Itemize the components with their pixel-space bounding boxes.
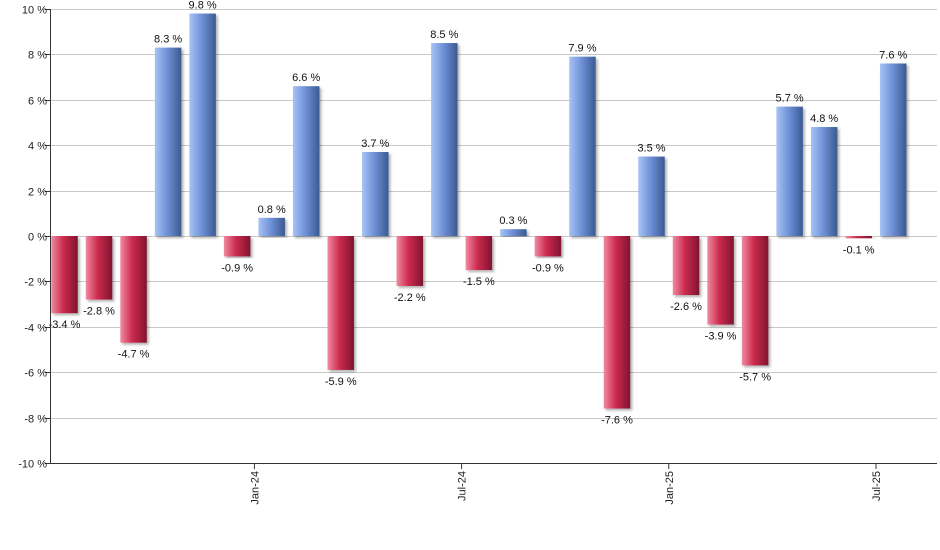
bar-data-label: -2.6 % bbox=[670, 301, 702, 313]
y-tick-label: 10 % bbox=[22, 5, 47, 17]
bar-data-label: -5.7 % bbox=[739, 371, 771, 383]
bar-positive bbox=[258, 217, 285, 236]
y-tick-label: 4 % bbox=[28, 141, 47, 153]
bar-negative bbox=[51, 236, 78, 314]
bar-positive bbox=[810, 127, 838, 236]
bar-negative bbox=[603, 236, 631, 409]
bar-negative bbox=[465, 236, 493, 271]
bars bbox=[51, 13, 907, 409]
bar-positive bbox=[154, 47, 182, 237]
y-tick-label: 8 % bbox=[28, 50, 47, 62]
bar-data-label: -3.4 % bbox=[49, 319, 81, 331]
bar-data-label: -4.7 % bbox=[118, 349, 150, 361]
y-tick-label: -8 % bbox=[24, 414, 47, 426]
bar-data-label: -5.9 % bbox=[325, 376, 357, 388]
bar-data-label: -2.8 % bbox=[83, 306, 115, 318]
bar-negative bbox=[120, 236, 147, 343]
bar-negative bbox=[396, 236, 424, 286]
bar-data-label: -3.9 % bbox=[705, 331, 737, 343]
bar-data-label: 8.3 % bbox=[154, 34, 182, 46]
bar-data-label: -0.9 % bbox=[221, 262, 253, 274]
bar-data-label: 3.7 % bbox=[361, 138, 389, 150]
y-axis-ticks: 10 % 8 % 6 % 4 % 2 % 0 % -2 % -4 % -6 % -8 % -10 % bbox=[18, 5, 50, 471]
x-tick-label: Jul-25 bbox=[871, 471, 883, 501]
x-tick-label: Jan-24 bbox=[249, 471, 261, 505]
bar-data-label: -2.2 % bbox=[394, 292, 426, 304]
bar-negative bbox=[223, 236, 251, 257]
bar-data-label: 7.6 % bbox=[879, 49, 907, 61]
bar-data-label: 0.3 % bbox=[499, 215, 527, 227]
bar-positive bbox=[879, 63, 907, 237]
bar-data-label: 5.7 % bbox=[776, 93, 804, 105]
bar-positive bbox=[500, 229, 527, 236]
gridlines bbox=[50, 9, 937, 464]
y-tick-label: -4 % bbox=[24, 323, 47, 335]
y-tick-label: -6 % bbox=[24, 368, 47, 380]
bar-negative bbox=[85, 236, 113, 300]
bar-data-label: 7.9 % bbox=[568, 43, 596, 55]
bar-negative bbox=[707, 236, 734, 325]
y-tick-label: -2 % bbox=[24, 277, 47, 289]
data-labels: -3.4 %-2.8 % -4.7 % 8.3 % 9.8 % -0.9 % 0.8 % 6… bbox=[49, 0, 908, 427]
bar-positive bbox=[292, 86, 320, 237]
bar-positive bbox=[638, 156, 665, 236]
bar-positive bbox=[362, 152, 389, 236]
bar-data-label: 3.5 % bbox=[637, 143, 665, 155]
bar-negative bbox=[327, 236, 354, 370]
bar-negative bbox=[741, 236, 769, 366]
bar-negative bbox=[845, 236, 872, 239]
x-tick-label: Jul-24 bbox=[457, 471, 469, 501]
bar-data-label: 6.6 % bbox=[292, 72, 320, 84]
bar-data-label: -0.9 % bbox=[532, 262, 564, 274]
x-tick-label: Jan-25 bbox=[664, 471, 676, 505]
bar-positive bbox=[431, 43, 458, 236]
bar-data-label: 4.8 % bbox=[810, 113, 838, 125]
bar-data-label: -7.6 % bbox=[601, 415, 633, 427]
bar-data-label: 9.8 % bbox=[189, 0, 217, 12]
bar-data-label: -0.1 % bbox=[843, 244, 875, 256]
y-tick-label: 2 % bbox=[28, 187, 47, 199]
bar-positive bbox=[569, 56, 596, 236]
bar-positive bbox=[776, 106, 803, 236]
bar-data-label: 0.8 % bbox=[258, 204, 286, 216]
y-tick-label: -10 % bbox=[18, 459, 47, 471]
bar-data-label: -1.5 % bbox=[463, 276, 495, 288]
y-tick-label: 0 % bbox=[28, 232, 47, 244]
x-axis-ticks: Jan-24 Jul-24 Jan-25 Jul-25 bbox=[249, 463, 883, 505]
y-tick-label: 6 % bbox=[28, 96, 47, 108]
bar-data-label: 8.5 % bbox=[430, 29, 458, 41]
axes bbox=[50, 9, 937, 464]
bar-positive bbox=[189, 13, 216, 237]
bar-negative bbox=[672, 236, 700, 296]
bar-negative bbox=[534, 236, 562, 257]
